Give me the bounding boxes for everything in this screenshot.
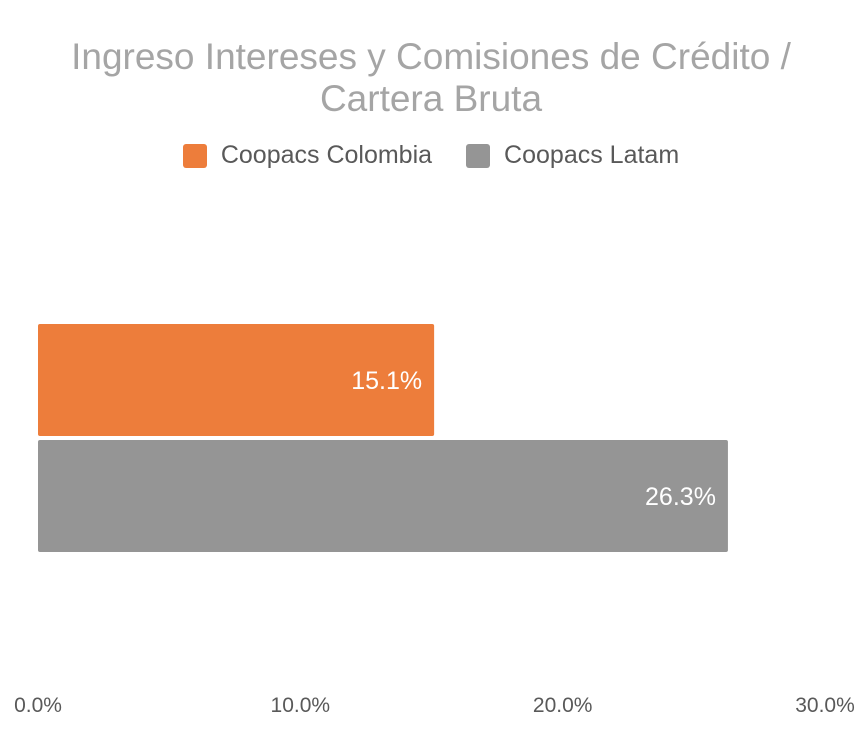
x-tick-label: 20.0% — [533, 694, 593, 717]
legend: Coopacs Colombia Coopacs Latam — [0, 141, 862, 170]
chart-title: Ingreso Intereses y Comisiones de Crédit… — [0, 36, 862, 120]
legend-item-latam[interactable]: Coopacs Latam — [466, 141, 679, 170]
legend-swatch-colombia — [182, 143, 207, 168]
legend-item-colombia[interactable]: Coopacs Colombia — [182, 141, 433, 170]
legend-swatch-latam — [466, 143, 491, 168]
x-tick-label: 30.0% — [795, 694, 855, 717]
data-label: 15.1% — [351, 367, 422, 395]
chart-title-line-2: Cartera Bruta — [319, 78, 543, 119]
legend-label-latam: Coopacs Latam — [504, 141, 680, 169]
bar-coopacs-colombia[interactable] — [38, 324, 435, 436]
bar-coopacs-latam[interactable] — [38, 440, 728, 552]
x-tick-label: 10.0% — [271, 694, 331, 717]
legend-label-colombia: Coopacs Colombia — [220, 141, 433, 169]
x-tick-label: 0.0% — [14, 694, 62, 717]
chart-title-line-1: Ingreso Intereses y Comisiones de Crédit… — [71, 36, 791, 77]
data-label: 26.3% — [645, 483, 716, 511]
